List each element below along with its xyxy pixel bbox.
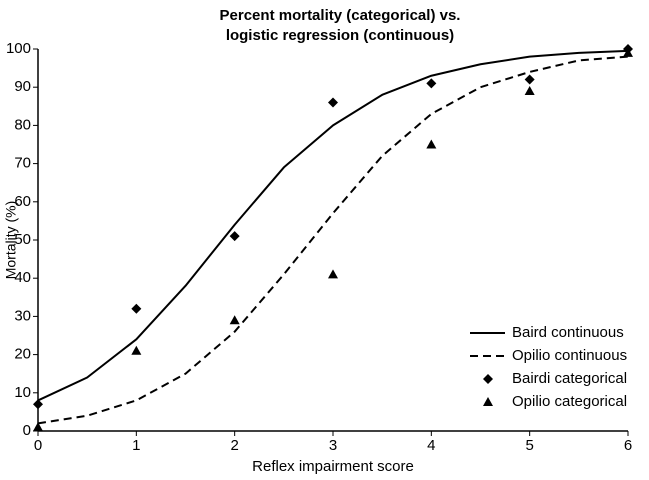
y-tick-label: 50 [14,231,31,248]
y-tick-label: 10 [14,384,31,401]
y-axis-label: Mortality (%) [3,201,19,280]
triangle-marker [623,47,633,57]
chart-title: logistic regression (continuous) [226,27,454,44]
diamond-marker [131,303,142,314]
legend-label: Baird continuous [512,324,624,341]
x-tick-label: 2 [230,437,238,454]
x-tick-label: 1 [132,437,140,454]
line [37,55,629,425]
x-axis-label: Reflex impairment score [252,458,414,475]
triangle-marker [131,345,142,355]
diamond-marker [426,78,437,89]
legend-label: Bairdi categorical [512,370,627,387]
y-tick-label: 60 [14,193,31,210]
y-tick-label: 40 [14,269,31,286]
diamond-marker [33,399,43,410]
y-tick-label: 0 [23,422,31,439]
x-tick-label: 3 [329,437,337,454]
diamond-marker [328,97,338,108]
triangle-marker [426,139,437,149]
legend-label: Opilio categorical [512,393,627,410]
y-tick-label: 30 [14,307,31,324]
x-tick-label: 5 [525,437,533,454]
x-tick-label: 0 [34,437,42,454]
x-tick-label: 6 [624,437,632,454]
diamond-marker [524,74,535,85]
y-tick-label: 20 [14,346,31,363]
triangle-marker [524,86,535,96]
y-tick-label: 70 [14,155,31,172]
y-tick-label: 100 [6,40,31,57]
x-tick-label: 4 [427,437,435,454]
y-tick-label: 90 [14,78,31,95]
diamond-marker [229,231,240,242]
triangle-marker [483,397,493,406]
triangle-marker [229,315,240,325]
triangle-marker [33,422,43,432]
y-tick-label: 80 [14,116,31,133]
chart-title: Percent mortality (categorical) vs. [220,7,461,24]
triangle-marker [328,269,338,279]
line [37,49,629,402]
legend-label: Opilio continuous [512,347,627,364]
diamond-marker [483,374,493,384]
